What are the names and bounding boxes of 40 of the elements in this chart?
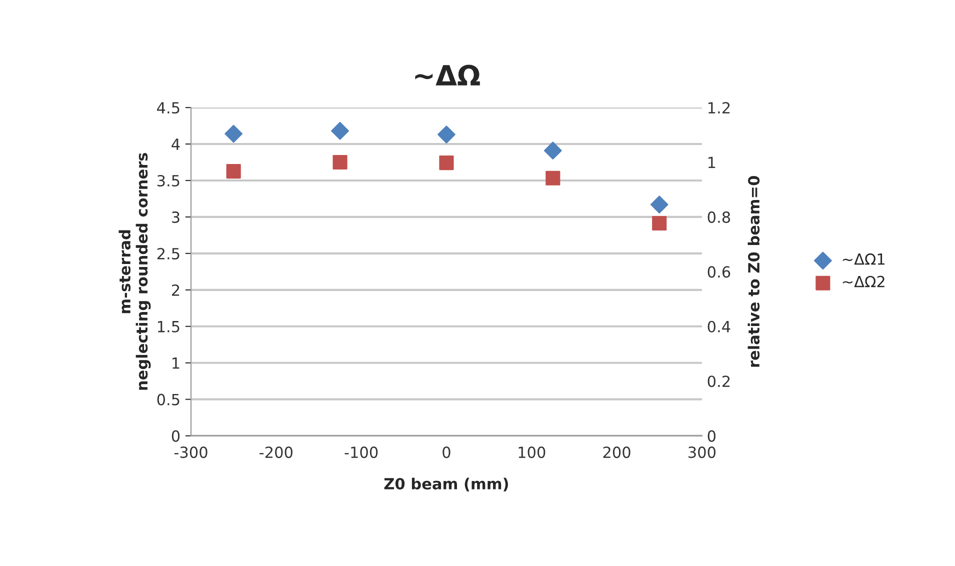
point xyxy=(652,216,667,231)
y2-tick-label: 0.4 xyxy=(708,320,730,332)
legend-label: ~ΔΩ1 xyxy=(842,253,884,265)
x-tick-label: -100 xyxy=(344,446,378,458)
x-tick-label: -200 xyxy=(260,446,292,458)
x-axis-title: Z0 beam (mm) xyxy=(384,478,508,492)
legend-label: ~ΔΩ2 xyxy=(842,276,884,288)
x-tick-label: 200 xyxy=(603,446,630,458)
point xyxy=(226,164,241,179)
point xyxy=(544,142,562,160)
y-axis-title: m-sterrad neglecting rounded corners xyxy=(118,153,151,390)
y-tick-label: 0 xyxy=(172,430,180,442)
y2-tick-label: 1 xyxy=(708,156,716,168)
y2-tick-label: 0.8 xyxy=(708,211,730,223)
y-tick-label: 1 xyxy=(172,358,180,369)
y-tick-label: 3.5 xyxy=(157,174,180,187)
y-tick-label: 3 xyxy=(172,211,180,223)
y2-tick-label: 0.2 xyxy=(708,376,730,388)
x-tick-label: 0 xyxy=(442,446,450,458)
y2-tick-label: 1.2 xyxy=(708,102,730,114)
point xyxy=(438,126,456,144)
chart-title: ~ΔΩ xyxy=(415,64,480,86)
point xyxy=(332,154,348,170)
point xyxy=(331,122,349,140)
y-tick-label: 0.5 xyxy=(157,394,180,406)
y2-tick-label: 0 xyxy=(708,430,716,442)
y-tick-label: 2 xyxy=(172,284,180,296)
point xyxy=(224,124,242,143)
y2-axis-title: relative to Z0 beam=0 xyxy=(748,176,760,367)
x-tick-label: 100 xyxy=(518,446,546,458)
point xyxy=(439,156,454,170)
point xyxy=(650,196,668,214)
y-tick-label: 4.5 xyxy=(157,102,180,114)
y-tick-label: 1.5 xyxy=(158,321,180,332)
y-tick-label: 2.5 xyxy=(157,248,180,260)
x-tick-label: -300 xyxy=(174,446,208,458)
y-tick-label: 4 xyxy=(172,138,180,150)
point xyxy=(546,170,560,186)
y2-tick-label: 0.6 xyxy=(708,266,730,278)
x-tick-label: 300 xyxy=(688,446,716,458)
